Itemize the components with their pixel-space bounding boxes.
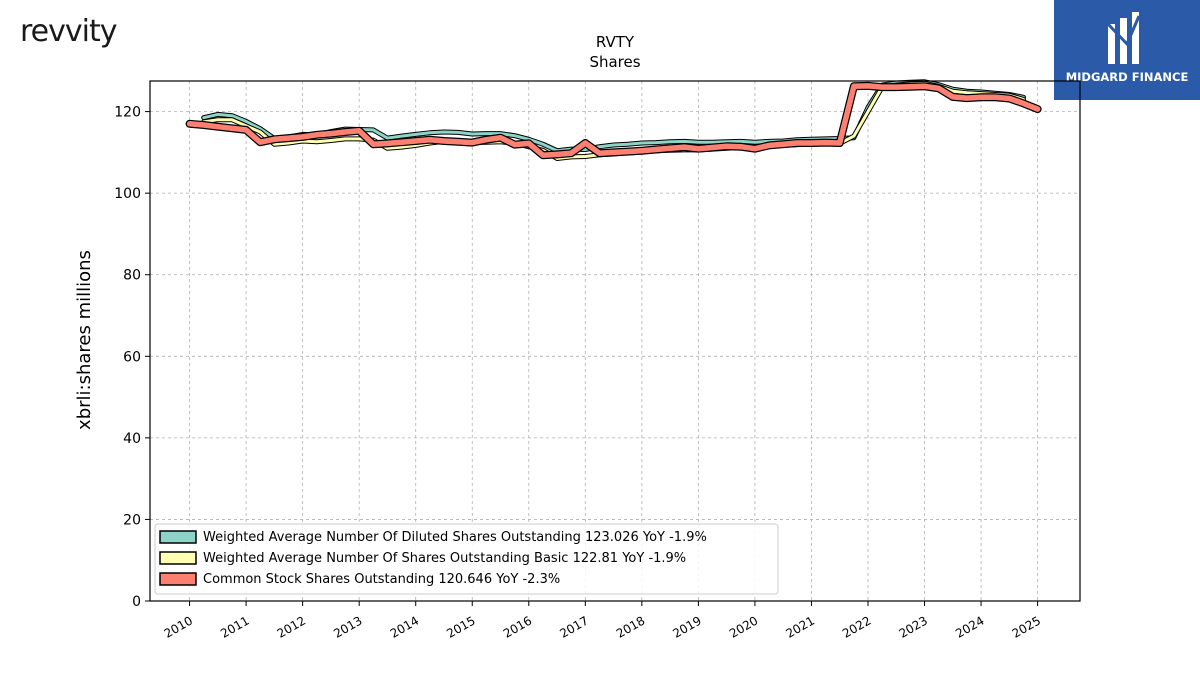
legend-swatch-diluted [159,530,197,544]
x-tick-label: 2025 [1010,613,1043,640]
y-tick-label: 100 [114,186,141,202]
midgard-logo-icon [1106,12,1141,64]
legend-swatch-basic [159,551,197,565]
x-tick-label: 2024 [953,613,986,640]
x-tick-label: 2021 [784,613,817,640]
x-tick-label: 2018 [614,613,647,640]
x-tick-label: 2011 [218,613,251,640]
y-tick-label: 120 [114,105,141,121]
brand-logo: revvity [20,14,117,49]
legend-frame [154,523,779,595]
x-tick-label: 2015 [444,613,477,640]
legend-swatch-common [159,572,197,586]
x-tick-label: 2012 [275,613,308,640]
plot-frame [149,80,1081,602]
y-tick-label: 80 [123,268,141,284]
midgard-finance-badge: MIDGARD FINANCE [1054,0,1200,100]
legend-label-common: Common Stock Shares Outstanding 120.646 … [203,572,560,587]
x-tick-label: 2019 [670,613,703,640]
x-tick-label: 2014 [388,613,421,640]
x-tick-label: 2020 [727,613,760,640]
grid [150,81,1080,602]
y-tick-label: 60 [123,349,141,365]
series-group [185,79,1042,161]
chart-subtitle: Shares [589,53,640,71]
legend-label-basic: Weighted Average Number Of Shares Outsta… [203,551,686,566]
x-tick-label: 2023 [897,613,930,640]
y-tick-label: 40 [123,431,141,447]
y-tick-label: 20 [123,512,141,528]
x-tick-label: 2016 [501,613,534,640]
y-axis-label: xbrli:shares millions [74,250,95,430]
x-tick-label: 2022 [840,613,873,640]
x-tick-label: 2013 [331,613,364,640]
legend: Weighted Average Number Of Diluted Share… [154,523,779,595]
legend-label-diluted: Weighted Average Number Of Diluted Share… [203,530,707,545]
badge-text: MIDGARD FINANCE [1065,70,1189,84]
x-tick-label: 2017 [557,613,590,640]
chart-title: RVTY [596,33,635,51]
series-line-common [186,83,1041,158]
y-tick-label: 0 [132,594,141,610]
x-tick-label: 2010 [162,613,195,640]
